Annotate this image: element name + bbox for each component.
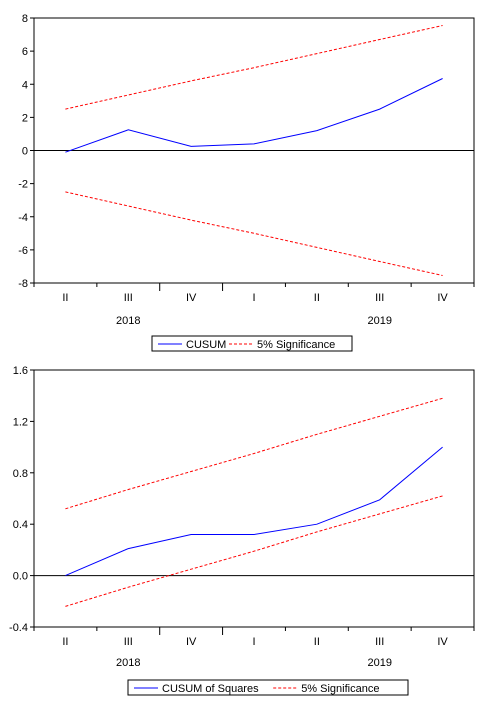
x-tick-label: III [375,636,384,648]
y-tick-label: -4 [18,212,28,224]
y-tick-label: 0.0 [13,571,28,583]
y-tick-label: -0.4 [9,622,28,634]
x-tick-label: I [252,636,255,648]
x-tick-label: II [62,292,68,304]
legend-label: 5% Significance [301,683,379,695]
y-tick-label: -6 [18,245,28,257]
significance-band-line [65,398,442,509]
x-tick-label: IV [186,636,197,648]
x-tick-label: II [314,292,320,304]
y-tick-label: -8 [18,278,28,290]
x-tick-label: III [124,292,133,304]
legend: CUSUM 5% Significance [152,336,352,351]
y-tick-label: -2 [18,179,28,191]
x-year-label: 2018 [116,315,140,327]
cusum-line [65,79,442,153]
significance-band-line [65,192,442,276]
y-tick-label: 0.4 [13,519,28,531]
cusum-chart-panel: -8 -6 -4 -2 0 2 4 6 8 II III IV I II III IV 2018 2019 CUSU… [0,0,486,352]
x-tick-label: II [314,636,320,648]
y-tick-label: 0.8 [13,468,28,480]
x-tick-label: III [375,292,384,304]
legend: CUSUM of Squares 5% Significance [128,680,408,695]
x-year-label: 2018 [116,657,140,669]
x-tick-label: IV [437,292,448,304]
y-tick-label: 1.6 [13,365,28,377]
y-tick-label: 8 [22,13,28,25]
legend-label: 5% Significance [257,339,335,351]
x-tick-label: I [252,292,255,304]
y-tick-label: 2 [22,112,28,124]
x-tick-label: II [62,636,68,648]
cusum-squares-chart-panel: -0.4 0.0 0.4 0.8 1.2 1.6 II III IV I II III IV 2018 20… [0,352,486,704]
y-tick-label: 6 [22,46,28,58]
y-tick-label: 4 [22,79,28,91]
x-year-label: 2019 [367,657,391,669]
x-tick-label: IV [437,636,448,648]
y-tick-label: 1.2 [13,416,28,428]
significance-band-line [65,26,442,110]
legend-label: CUSUM [186,339,226,351]
y-tick-label: 0 [22,146,28,158]
x-tick-label: III [124,636,133,648]
cusum-line [65,447,442,575]
x-tick-label: IV [186,292,197,304]
legend-label: CUSUM of Squares [162,683,259,695]
x-year-label: 2019 [367,315,391,327]
